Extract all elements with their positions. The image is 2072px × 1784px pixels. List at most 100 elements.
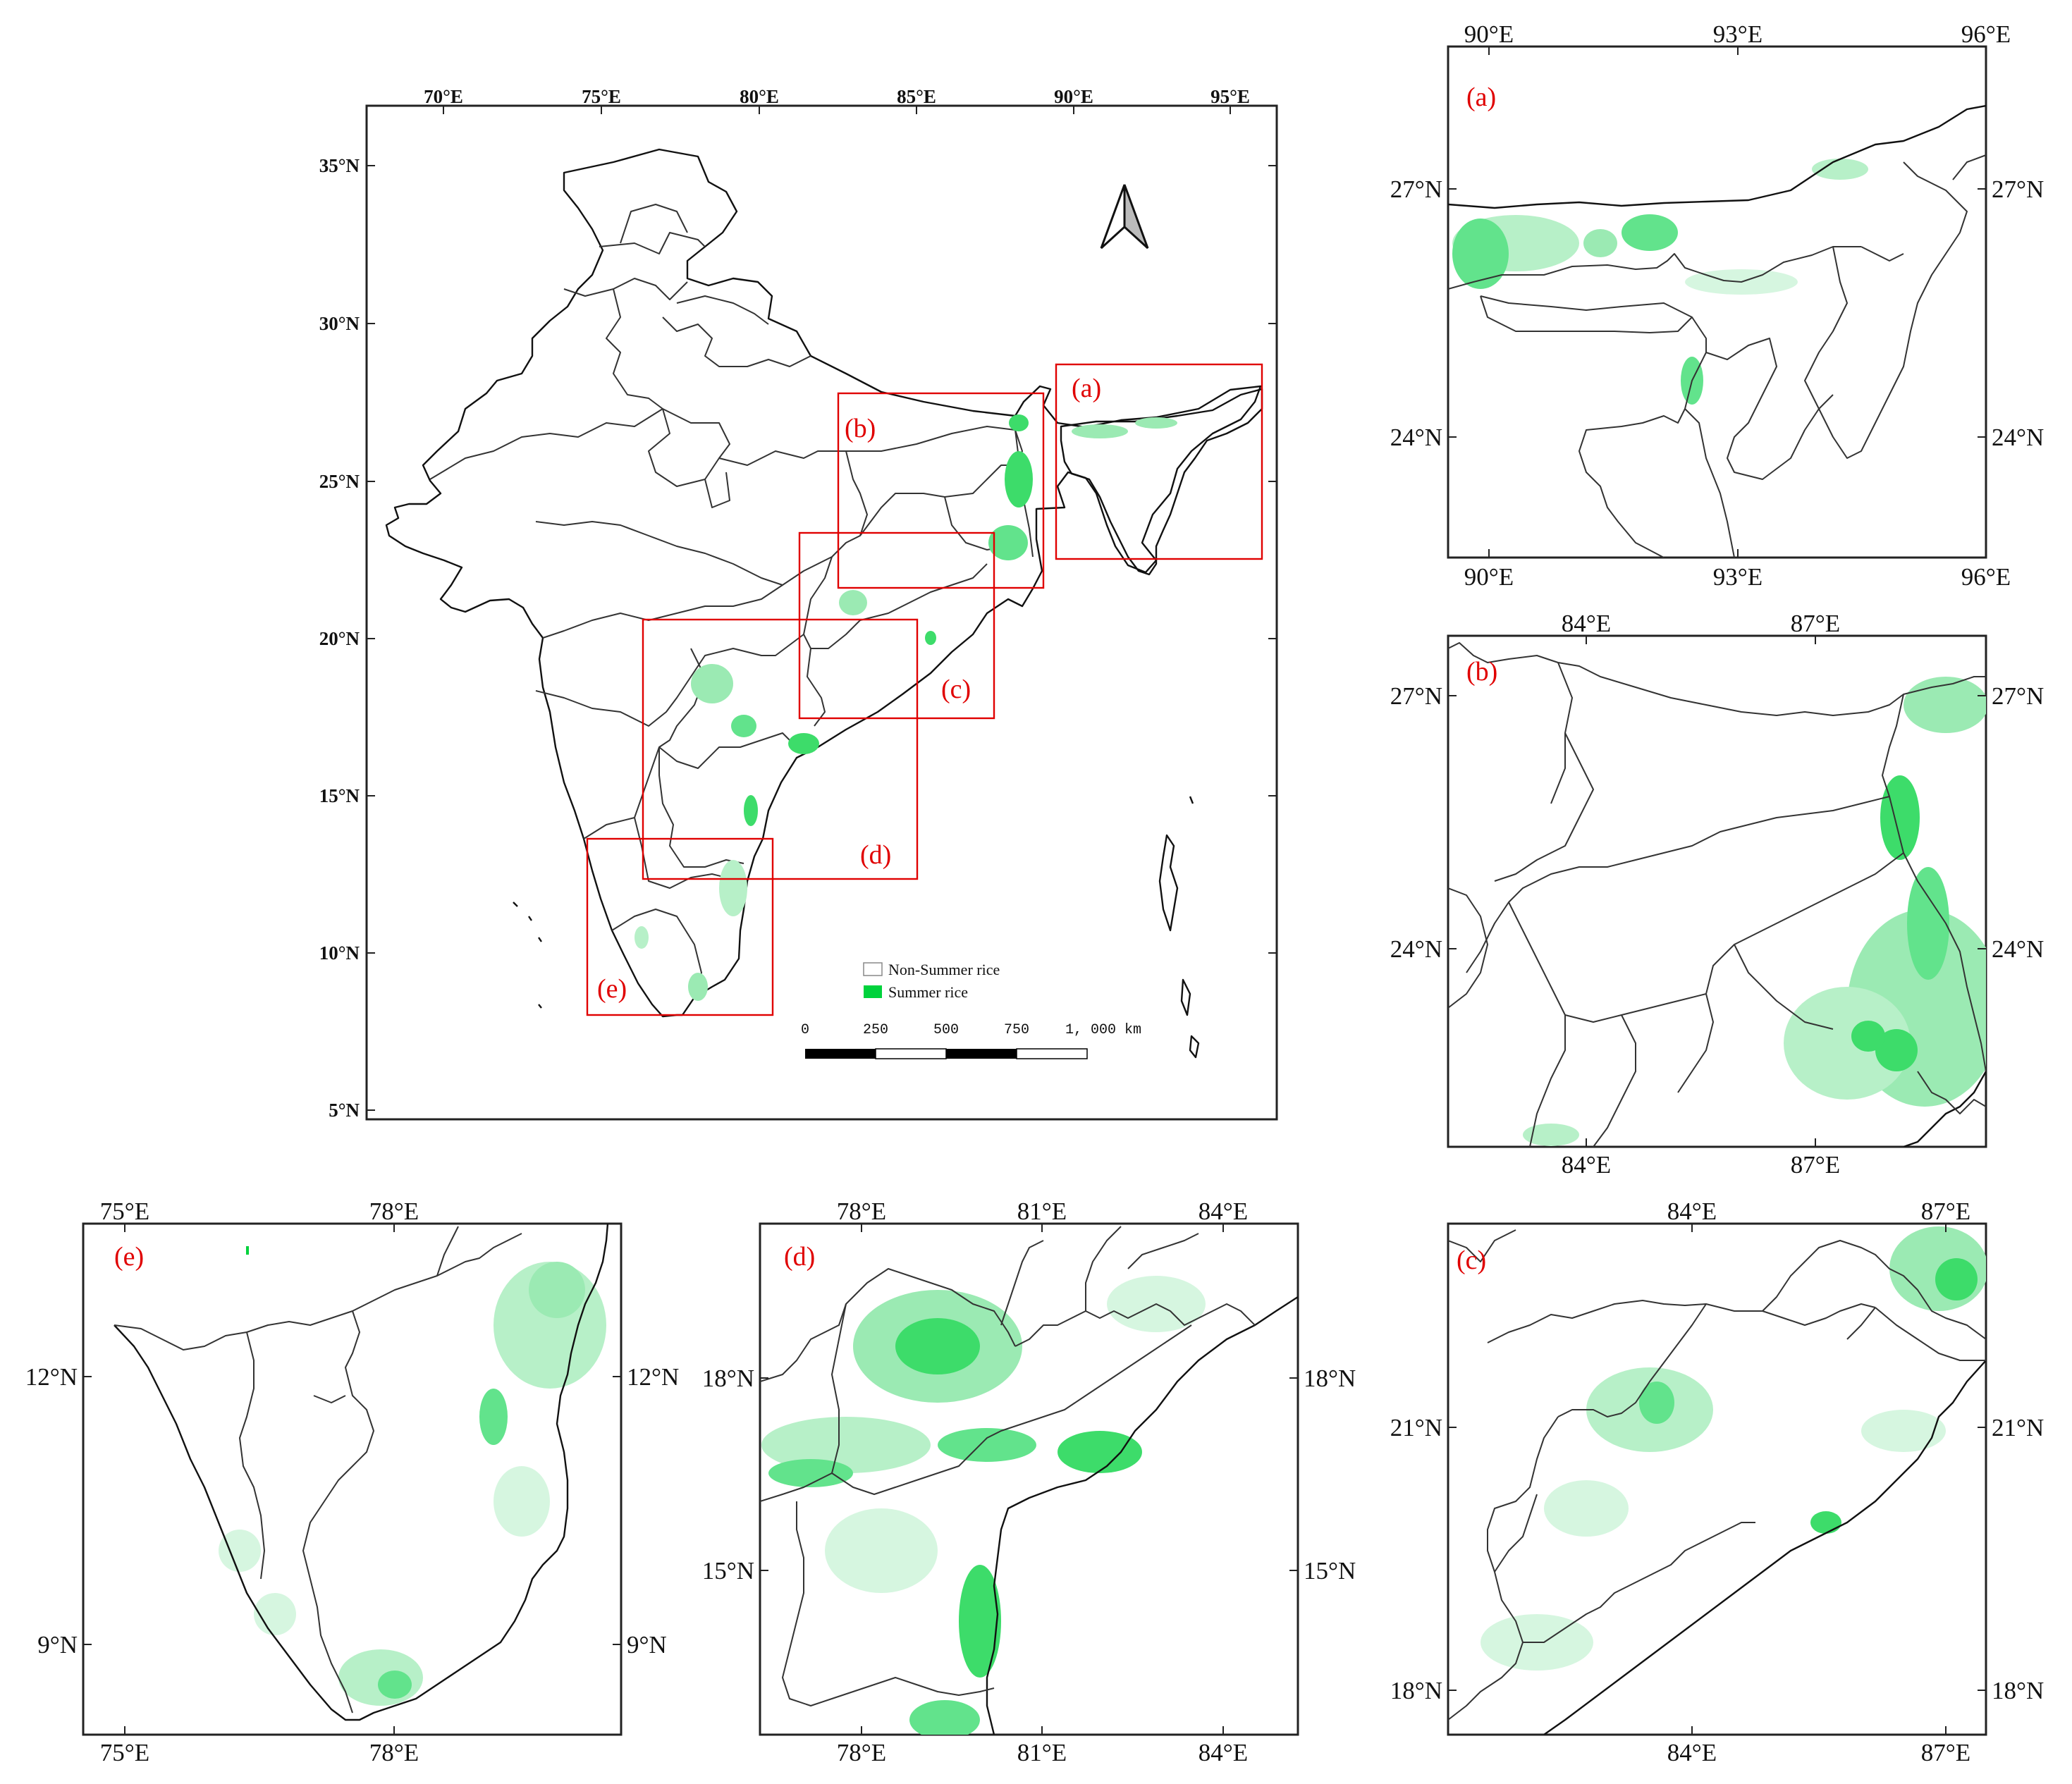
panel-b-lat-tick: 27°N [1390,682,1442,710]
scale-label: 1, 000 km [1065,1022,1141,1038]
panel-e-outline [114,1224,609,1721]
panel-d-lon-tick: 81°E [1017,1198,1067,1225]
main-tick-marks [367,106,1277,1111]
panel-a: (a) 90°E 93°E 96°E 90°E 93°E 96°E 27°N 2… [1390,20,2045,591]
panel-d: (d) 78°E 81°E 84°E 78°E 81°E 84°E 18°N 1… [702,1198,1356,1766]
legend-swatch-summer [864,985,882,998]
panel-a-lat-tick: 27°N [1390,176,1442,203]
inset-label-a: (a) [1072,374,1101,403]
panel-b-label: (b) [1466,657,1497,687]
panel-a-lon-tick: 96°E [1961,563,2011,591]
scale-label: 0 [801,1022,809,1038]
panel-c-tick-marks [1448,1224,1986,1735]
panel-d-lon-tick: 81°E [1017,1739,1067,1766]
inset-label-e: (e) [597,974,627,1004]
main-lat-tick: 35°N [319,155,360,176]
inset-frame-c [798,531,995,720]
panel-b-lon-tick: 84°E [1562,610,1611,637]
panel-c-lon-tick: 84°E [1667,1198,1717,1225]
state-borders [429,204,1034,998]
island-marks [513,796,1200,1059]
panel-d-tick-marks [760,1224,1298,1735]
panel-a-tick-marks [1448,47,1987,558]
scale-label: 250 [863,1022,888,1038]
inset-frames [586,363,1263,1016]
legend-label-summer: Summer rice [888,983,968,1001]
panel-c-lat-tick: 21°N [1390,1414,1442,1441]
inset-label-b: (b) [845,414,876,443]
legend: Non-Summer rice Summer rice [863,961,1000,1001]
panel-c-lon-tick: 87°E [1921,1198,1970,1225]
panel-d-lon-tick: 78°E [837,1198,886,1225]
legend-swatch-non-summer [863,962,883,976]
main-lat-tick: 5°N [329,1100,360,1121]
panel-d-label: (d) [784,1242,815,1272]
panel-b-lat-tick: 24°N [1992,935,2044,963]
panel-d-lat-tick: 18°N [1304,1365,1356,1392]
main-lat-tick: 15°N [319,785,360,806]
panel-b-lat-tick: 27°N [1992,682,2044,710]
inset-frame-e [586,837,774,1016]
panel-a-lon-tick: 96°E [1961,20,2011,48]
panel-b-borders [1448,642,1986,1147]
panel-b-lon-tick: 87°E [1791,1151,1840,1179]
panel-a-borders [1448,154,1986,558]
panel-b-lon-tick: 84°E [1562,1151,1611,1179]
scale-label: 750 [1004,1022,1029,1038]
panel-e-lat-tick: 12°N [25,1363,78,1391]
main-lat-tick: 25°N [319,471,360,492]
panel-e-borders [114,1226,522,1714]
panel-a-lat-tick: 24°N [1390,424,1442,451]
main-lat-tick: 10°N [319,942,360,964]
panel-a-lon-tick: 90°E [1464,563,1514,591]
panel-d-lat-tick: 18°N [702,1365,754,1392]
panel-a-lon-tick: 93°E [1713,563,1763,591]
inset-frame-d [642,618,919,880]
panel-c-lon-tick: 84°E [1667,1739,1717,1766]
panel-e-lon-tick: 78°E [369,1198,419,1225]
panel-c-lat-tick: 18°N [1992,1677,2044,1704]
panel-d-borders [760,1226,1256,1706]
panel-a-lon-tick: 93°E [1713,20,1763,48]
panel-a-lat-tick: 27°N [1992,176,2044,203]
panel-e-lon-tick: 75°E [100,1739,149,1766]
panel-c: (c) 84°E 87°E 84°E 87°E 21°N 18°N 21°N 1… [1390,1198,2045,1766]
main-lat-tick: 30°N [319,313,360,334]
inset-frame-a [1055,363,1263,560]
panel-b-outline [1903,1071,1986,1147]
panel-c-label: (c) [1457,1245,1486,1275]
panel-c-lon-tick: 87°E [1921,1739,1970,1766]
panel-e-tick-marks [83,1224,621,1735]
main-lon-tick: 95°E [1210,86,1250,107]
main-lon-tick: 90°E [1054,86,1093,107]
panel-a-outline [1448,104,1986,209]
main-lon-tick: 80°E [740,86,779,107]
northeast-outline [1060,388,1263,576]
panel-e-lat-tick: 9°N [37,1631,78,1659]
main-lat-ticks: 35°N 30°N 25°N 20°N 15°N 10°N 5°N [319,155,360,1121]
panel-e-lat-tick: 9°N [627,1631,667,1659]
panel-d-lon-tick: 84°E [1199,1739,1248,1766]
main-map-frame [365,104,1278,1121]
scale-label: 500 [933,1022,959,1038]
main-lon-ticks: 70°E 75°E 80°E 85°E 90°E 95°E [424,86,1250,107]
panel-a-lon-tick: 90°E [1464,20,1514,48]
panel-a-frame [1447,45,1987,559]
inset-label-c: (c) [941,675,971,704]
inset-label-d: (d) [860,840,891,870]
panel-c-outline [1543,1360,1986,1735]
panel-c-lat-tick: 21°N [1992,1414,2044,1441]
panel-d-lon-tick: 78°E [837,1739,886,1766]
panel-b-tick-marks [1448,636,1986,1147]
panel-c-borders [1448,1229,1986,1721]
panel-c-lat-tick: 18°N [1390,1677,1442,1704]
panel-a-label: (a) [1466,82,1496,112]
panel-d-lat-tick: 15°N [702,1557,754,1585]
panel-d-frame [759,1222,1299,1736]
main-lon-tick: 75°E [582,86,621,107]
panel-e: (e) 75°E 78°E 75°E 78°E 12°N 9°N 12°N 9°… [25,1198,680,1766]
panel-a-lat-tick: 24°N [1992,424,2044,451]
panel-e-lon-tick: 78°E [369,1739,419,1766]
main-lon-tick: 85°E [897,86,936,107]
